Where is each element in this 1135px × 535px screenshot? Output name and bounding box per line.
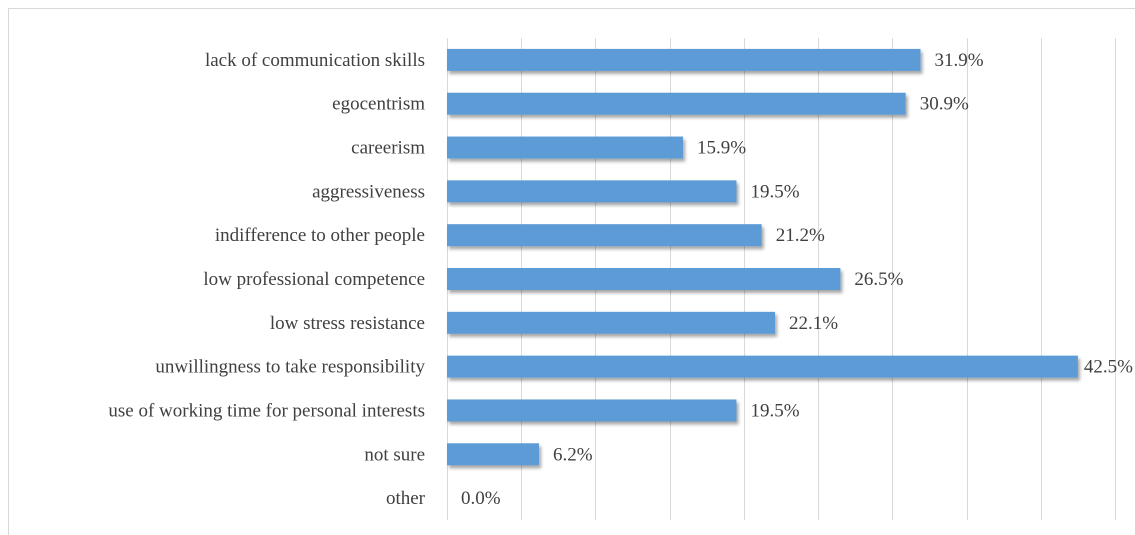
category-label-not-sure: not sure [364, 444, 425, 465]
value-label-careerism: 15.9% [697, 138, 746, 159]
value-label-egocentrism: 30.9% [920, 94, 969, 115]
chart-frame [8, 8, 1135, 535]
bar-careerism [447, 136, 684, 159]
category-label-low-professional-competence: low professional competence [203, 269, 425, 290]
value-label-not-sure: 6.2% [553, 444, 593, 465]
bar-not-sure [447, 443, 540, 466]
bar-use-of-working-time-for-personal-interests [447, 399, 737, 422]
bar-lack-of-communication-skills [447, 48, 921, 71]
value-label-indifference-to-other-people: 21.2% [776, 225, 825, 246]
bar-indifference-to-other-people [447, 224, 762, 247]
value-label-aggressiveness: 19.5% [750, 181, 799, 202]
value-label-low-stress-resistance: 22.1% [789, 313, 838, 334]
category-label-indifference-to-other-people: indifference to other people [215, 225, 425, 246]
category-label-lack-of-communication-skills: lack of communication skills [205, 50, 425, 71]
category-label-careerism: careerism [351, 138, 425, 159]
bar-low-professional-competence [447, 268, 841, 290]
value-label-other: 0.0% [461, 488, 501, 509]
bar-aggressiveness [447, 180, 737, 203]
bar-low-stress-resistance [447, 311, 776, 334]
category-label-low-stress-resistance: low stress resistance [270, 313, 425, 334]
value-label-unwillingness-to-take-responsibility: 42.5% [1084, 357, 1133, 378]
value-label-low-professional-competence: 26.5% [854, 269, 903, 290]
category-label-egocentrism: egocentrism [332, 94, 425, 115]
value-label-use-of-working-time-for-personal-interests: 19.5% [750, 400, 799, 421]
bar-egocentrism [447, 92, 906, 115]
category-label-aggressiveness: aggressiveness [312, 181, 425, 202]
category-label-unwillingness-to-take-responsibility: unwillingness to take responsibility [155, 357, 425, 378]
bar-unwillingness-to-take-responsibility [447, 355, 1078, 378]
category-label-other: other [386, 488, 426, 509]
category-label-use-of-working-time-for-personal-interests: use of working time for personal interes… [108, 400, 425, 421]
value-label-lack-of-communication-skills: 31.9% [935, 50, 984, 71]
